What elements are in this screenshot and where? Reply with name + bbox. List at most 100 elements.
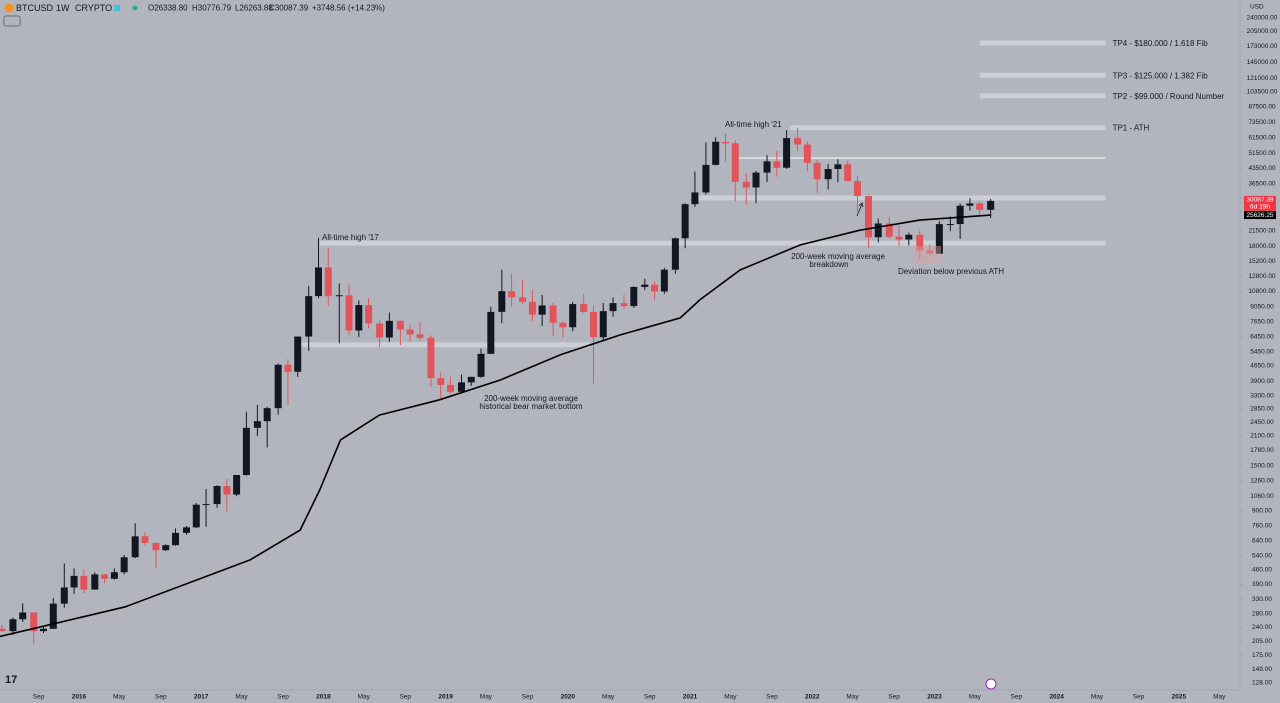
x-tick-label: Sep [399,694,411,701]
level-band [300,342,590,348]
level-label: TP3 - $125.000 / 1.382 Fib [1113,71,1209,80]
candle-body [305,296,313,337]
x-tick-label: May [846,694,859,701]
y-tick-label: 280.00 [1252,610,1272,617]
candle-body [620,303,628,307]
x-tick-label: Sep [766,694,778,701]
candle-body [406,329,414,335]
candle-body [956,205,964,225]
x-tick-label: Sep [644,694,656,701]
countdown: 6d 19h [1250,204,1270,211]
x-tick-label: May [235,694,248,701]
x-tick-label: May [1091,694,1104,701]
candle-body [794,138,802,145]
y-tick-label: 2100.00 [1250,433,1274,440]
candle-body [242,427,250,476]
y-tick-label: 1780.00 [1250,447,1274,454]
candle-body [752,172,760,188]
y-tick-label: 3900.00 [1250,378,1274,385]
y-tick-label: 73500.00 [1248,119,1275,126]
y-tick-label: 240.00 [1252,624,1272,631]
y-tick-label: 205.00 [1252,638,1272,645]
event-icon[interactable] [985,678,997,690]
candle-body [110,572,118,579]
y-tick-label: 640.00 [1252,537,1272,544]
level-band [979,72,1106,78]
y-tick-label: 51500.00 [1248,150,1275,157]
last-price-tag [1244,195,1276,211]
symbol: BTCUSD [16,3,54,13]
x-tick-label: Sep [1133,694,1145,701]
y-tick-label: 43500.00 [1248,165,1275,172]
level-band [319,240,1106,246]
x-tick-label: 2021 [683,694,698,701]
candle-body [355,305,363,331]
y-tick-label: 61500.00 [1248,135,1275,142]
candle-body [589,312,597,338]
candle-body [508,291,516,298]
x-tick-label: Sep [888,694,900,701]
candle-body [213,486,221,505]
collapse-button[interactable] [3,15,21,27]
x-tick-label: Sep [1011,694,1023,701]
candle-body [80,575,88,590]
y-tick-label: 5450.00 [1250,348,1274,355]
candle-body [487,311,495,354]
candle-body [294,336,302,372]
annotation: 200-week moving average [791,252,885,261]
candle-body [335,295,343,297]
y-tick-label: 540.00 [1252,552,1272,559]
x-tick-label: May [724,694,737,701]
y-tick-label: 330.00 [1252,596,1272,603]
candle-body [498,291,506,312]
last-price-label: 30087.39 [1246,197,1273,204]
candle-body [365,305,373,324]
x-tick-label: 2023 [927,694,942,701]
candle-body [549,305,557,323]
candle-body [651,284,659,292]
candle-body [834,164,842,169]
candle-body [446,384,454,392]
exchange: CRYPTO [75,3,112,13]
candle-body [152,542,160,551]
y-tick-label: 900.00 [1252,507,1272,514]
candle-body [813,162,821,180]
candle-body [609,303,617,312]
candle-body [253,421,261,428]
logo: 17 [5,674,17,686]
x-tick-label: 2017 [194,694,209,701]
annotation: breakdown [809,260,848,269]
y-tick-label: 145000.00 [1247,59,1278,66]
y-tick-label: 15200.00 [1248,258,1275,265]
ma-price-label: 25626.25 [1246,212,1273,219]
candle-body [844,164,852,182]
ohlc-close: C30087.39 [269,4,309,13]
candle-body [101,574,109,579]
y-tick-label: 7650.00 [1250,318,1274,325]
candle-body [773,161,781,168]
y-tick-label: 240000.00 [1247,14,1278,21]
candle-body [314,267,322,297]
y-tick-label: 10800.00 [1248,288,1275,295]
candle-body [274,364,282,409]
currency[interactable]: USD [1250,4,1264,11]
candle-body [824,168,832,180]
annotation: Deviation below previous ATH [898,267,1004,276]
candle-body [874,223,882,238]
candle-body [763,161,771,173]
candle-body [9,619,17,632]
y-tick-label: 18000.00 [1248,243,1275,250]
candle-body [385,320,393,338]
x-tick-label: May [358,694,371,701]
y-tick-label: 390.00 [1252,581,1272,588]
candle-body [528,301,536,315]
candle-body [91,574,99,590]
annotation: All-time high '17 [322,233,379,242]
y-tick-label: 3300.00 [1250,393,1274,400]
candle-body [641,284,649,287]
y-tick-label: 173000.00 [1247,43,1278,50]
candle-body [864,196,872,238]
candle-body [721,141,729,144]
